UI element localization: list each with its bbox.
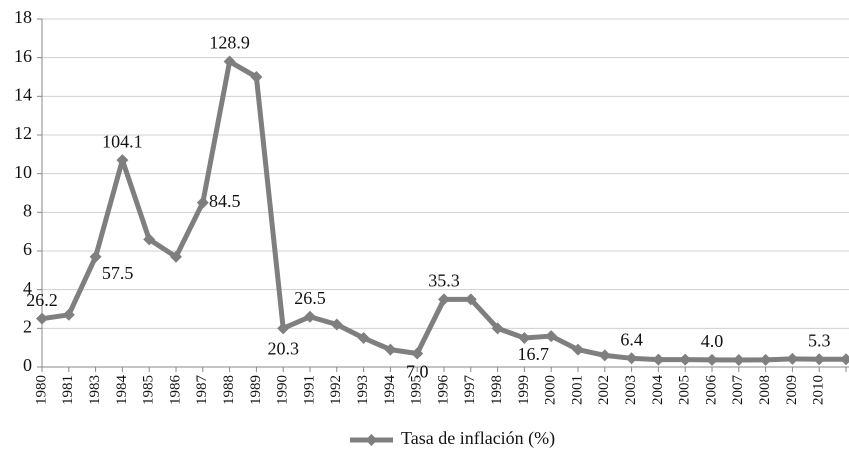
point-marker: [491, 322, 504, 335]
x-tick-label: 1994: [382, 375, 398, 406]
point-marker: [813, 353, 826, 366]
point-marker: [143, 233, 156, 246]
data-label: 104.1: [102, 131, 143, 151]
x-tick-label: 2010: [811, 375, 827, 405]
data-label: 20.3: [267, 338, 299, 358]
point-marker: [464, 293, 477, 306]
x-tick-label: 2006: [703, 375, 719, 406]
point-marker: [652, 353, 665, 366]
x-tick-label: 2004: [650, 375, 666, 406]
x-tick-label: 1999: [516, 375, 532, 405]
legend-label: Tasa de inflación (%): [401, 428, 555, 449]
x-tick-label: 1997: [462, 375, 478, 406]
y-tick-label: 6: [23, 239, 32, 259]
x-tick-label: 2002: [596, 375, 612, 405]
x-tick-label: 2007: [730, 375, 746, 406]
y-tick-label: 8: [23, 200, 32, 220]
point-marker: [384, 343, 397, 356]
point-marker: [438, 293, 450, 306]
point-marker: [36, 312, 48, 325]
x-tick-label: 1988: [221, 375, 237, 405]
point-marker: [250, 71, 263, 83]
x-tick-label: 1980: [33, 375, 49, 405]
point-marker: [89, 250, 102, 263]
point-marker: [62, 308, 75, 321]
x-tick-label: 1990: [275, 375, 291, 405]
data-label: 7.0: [406, 362, 429, 382]
point-marker: [411, 347, 424, 360]
point-marker: [625, 352, 638, 365]
y-tick-label: 18: [14, 7, 32, 27]
data-label: 6.4: [620, 329, 643, 349]
point-marker: [545, 330, 558, 343]
point-marker: [304, 310, 316, 323]
point-marker: [277, 322, 290, 335]
x-tick-label: 2003: [623, 375, 639, 405]
data-label: 16.7: [517, 344, 549, 364]
x-tick-label: 2000: [543, 375, 559, 405]
x-tick-label: 2009: [784, 375, 800, 405]
data-label: 4.0: [701, 331, 724, 351]
x-tick-label: 2005: [677, 375, 693, 405]
x-tick-label: 2001: [569, 375, 585, 405]
point-marker: [598, 349, 611, 362]
point-marker: [759, 353, 772, 366]
point-marker: [786, 352, 799, 365]
y-tick-label: 14: [14, 84, 32, 104]
y-tick-label: 4: [23, 278, 32, 298]
data-label: 35.3: [428, 270, 460, 290]
data-label: 128.9: [209, 33, 250, 53]
point-marker: [170, 250, 182, 263]
point-marker: [518, 332, 531, 344]
data-label: 84.5: [209, 191, 241, 211]
x-tick-label: 1985: [141, 375, 157, 405]
point-marker: [679, 353, 692, 366]
point-marker: [116, 154, 129, 167]
data-label: 26.5: [294, 288, 326, 308]
y-tick-label: 12: [14, 123, 32, 143]
x-tick-label: 1998: [489, 375, 505, 405]
x-tick-label: 1984: [114, 375, 130, 406]
point-marker: [572, 343, 584, 356]
y-tick-label: 0: [23, 355, 32, 375]
point-marker: [357, 332, 370, 344]
point-marker: [223, 55, 236, 68]
x-tick-label: 1987: [194, 375, 210, 406]
point-marker: [732, 354, 745, 367]
series-line: [41, 59, 846, 363]
x-tick-label: 1986: [167, 375, 183, 406]
y-tick-label: 10: [14, 162, 32, 182]
y-tick-label: 16: [14, 46, 32, 66]
data-label: 5.3: [808, 330, 831, 350]
point-marker: [196, 196, 209, 209]
x-tick-label: 1991: [301, 375, 317, 405]
x-tick-label: 1989: [248, 375, 264, 405]
data-label: 26.2: [26, 290, 58, 310]
x-tick-label: 1981: [60, 375, 76, 405]
legend-marker: [365, 434, 378, 446]
x-tick-label: 1993: [355, 375, 371, 405]
x-tick-label: 1995: [409, 375, 425, 405]
x-tick-label: 2008: [757, 375, 773, 405]
point-marker: [840, 353, 849, 366]
point-marker: [330, 318, 343, 331]
y-tick-label: 2: [23, 316, 32, 336]
x-tick-label: 1983: [87, 375, 103, 405]
data-label: 57.5: [102, 263, 134, 283]
point-marker: [706, 353, 718, 366]
x-tick-label: 1996: [435, 375, 451, 406]
x-tick-label: 1992: [328, 375, 344, 405]
